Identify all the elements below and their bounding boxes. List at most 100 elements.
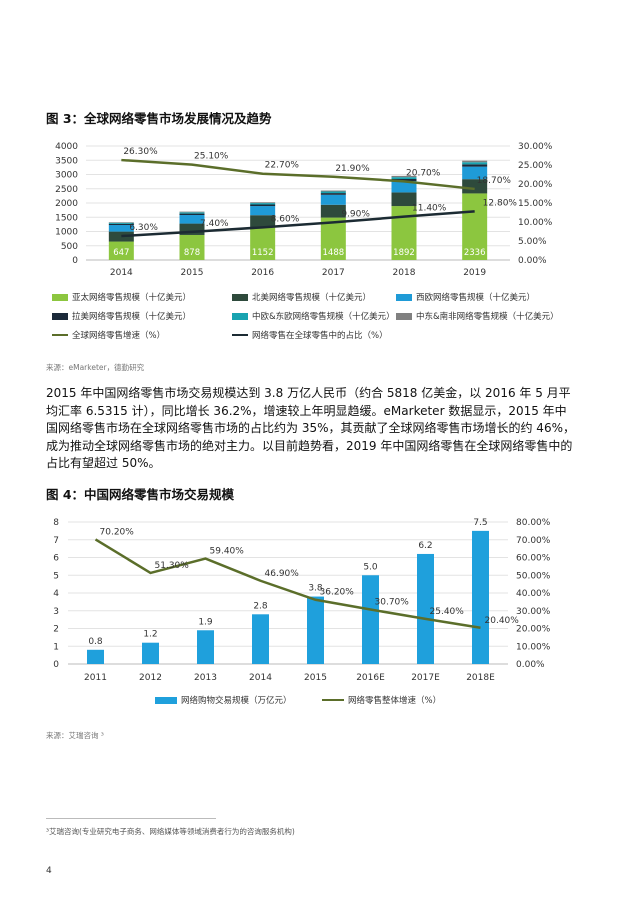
bar-segment: [462, 164, 488, 167]
bar-segment: [250, 202, 276, 204]
x-tick-label: 2015: [304, 673, 327, 683]
fig3-source: 来源：eMarketer，德勤研究: [46, 363, 145, 372]
legend-label: 中东&南非网络零售规模（十亿美元）: [416, 312, 559, 322]
bar-segment: [179, 234, 205, 260]
line-data-label: 11.40%: [412, 204, 447, 214]
bar-segment: [320, 191, 346, 194]
line-data-label: 46.90%: [265, 569, 300, 579]
data-label: 3.8: [308, 584, 323, 594]
bar-segment: [391, 177, 417, 180]
y-tick-label: 1000: [55, 228, 78, 238]
legend-swatch: [52, 312, 68, 320]
y-tick-label: 1500: [55, 213, 78, 223]
y-tick-label: 7: [53, 536, 59, 546]
legend-item-growth4: 网络零售整体增速（%）: [322, 694, 441, 706]
y2-tick-label: 20.00%: [518, 180, 553, 190]
legend-line: [232, 334, 248, 336]
y2-tick-label: 80.00%: [516, 518, 551, 528]
data-label: 1152: [252, 248, 274, 258]
legend-item-volume: 网络购物交易规模（万亿元）: [155, 694, 292, 706]
legend-swatch: [232, 293, 248, 301]
bar-segment: [462, 193, 488, 260]
paragraph-line: 成为推动全球网络零售市场的绝对主力。以目前趋势看，2019 年中国网络零售在全球…: [46, 438, 573, 453]
line-data-label: 20.40%: [485, 616, 520, 626]
bar-segment: [108, 222, 134, 224]
y2-tick-label: 30.00%: [518, 142, 553, 152]
bar-segment: [179, 212, 205, 214]
legend-label: 中欧&东欧网络零售规模（十亿美元）: [252, 312, 395, 322]
paragraph-line: 均汇率 6.5315 计），同比增长 36.2%，增速较上年明显趋缓。eMark…: [46, 403, 567, 418]
bar: [142, 642, 159, 664]
data-label: 0.8: [88, 637, 103, 647]
line-data-label: 7.40%: [200, 219, 229, 229]
y2-tick-label: 50.00%: [516, 571, 551, 581]
bar: [87, 649, 104, 664]
y2-tick-label: 70.00%: [516, 536, 551, 546]
legend-item-na: 北美网络零售规模（十亿美元）: [232, 291, 371, 303]
y2-tick-label: 0.00%: [516, 660, 545, 670]
x-tick-label: 2011: [84, 673, 107, 683]
y-tick-label: 500: [61, 242, 78, 252]
x-tick-label: 2019: [463, 268, 486, 278]
data-label: 1.2: [143, 630, 157, 640]
y2-tick-label: 40.00%: [516, 589, 551, 599]
bar-segment: [250, 204, 276, 207]
line-data-label: 20.70%: [406, 168, 441, 178]
legend-line: [322, 699, 344, 701]
y-tick-label: 0: [72, 256, 78, 266]
bar: [417, 553, 434, 664]
data-label: 1892: [393, 248, 415, 258]
legend-swatch: [155, 696, 177, 704]
y-tick-label: 2000: [55, 199, 78, 209]
bar-segment: [320, 194, 346, 205]
y2-tick-label: 60.00%: [516, 554, 551, 564]
line-series: [94, 538, 481, 630]
fig3-title: 图 3：全球网络零售市场发展情况及趋势: [46, 111, 272, 126]
bar: [197, 630, 214, 664]
data-label: 1488: [323, 248, 345, 258]
bar-segment: [250, 215, 276, 228]
legend-item-la: 拉美网络零售规模（十亿美元）: [52, 310, 191, 322]
paragraph-line: 2015 年中国网络零售市场交易规模达到 3.8 万亿人民币（约合 5818 亿…: [46, 386, 571, 400]
line-data-label: 6.30%: [129, 223, 158, 233]
legend-label: 网络零售整体增速（%）: [348, 696, 442, 706]
data-label: 1.9: [198, 617, 213, 627]
line-data-label: 9.90%: [341, 209, 370, 219]
legend-swatch: [52, 293, 68, 301]
line-data-label: 36.20%: [320, 588, 355, 598]
x-tick-label: 2018E: [466, 673, 495, 683]
footnote-rule: [46, 818, 216, 819]
y2-tick-label: 30.00%: [516, 607, 551, 617]
bar-segment: [462, 162, 488, 165]
line-data-label: 26.30%: [123, 147, 158, 157]
y-tick-label: 8: [53, 518, 59, 528]
body-paragraph: 2015 年中国网络零售市场交易规模达到 3.8 万亿人民币（约合 5818 亿…: [46, 385, 602, 473]
legend-label: 网络购物交易规模（万亿元）: [181, 696, 292, 706]
y2-tick-label: 5.00%: [518, 237, 547, 247]
x-tick-label: 2015: [181, 268, 204, 278]
y2-tick-label: 20.00%: [516, 625, 551, 635]
bar-segment: [391, 175, 417, 178]
line-data-label: 12.80%: [483, 198, 518, 208]
x-tick-label: 2017E: [411, 673, 440, 683]
bar-segment: [108, 231, 134, 242]
legend-label: 网络零售在全球零售中的占比（%）: [252, 331, 388, 341]
bar-segment: [462, 160, 488, 163]
bar-segment: [320, 193, 346, 195]
line-data-label: 21.90%: [335, 164, 370, 174]
bar-segment: [250, 203, 276, 205]
legend-label: 全球网络零售增速（%）: [72, 331, 166, 341]
page-number: 4: [46, 866, 52, 876]
x-tick-label: 2018: [393, 268, 416, 278]
line-series: [121, 210, 475, 238]
y-tick-label: 3000: [55, 171, 78, 181]
y-tick-label: 6: [53, 554, 59, 564]
legend-item-growth: 全球网络零售增速（%）: [52, 329, 165, 341]
legend-swatch: [396, 293, 412, 301]
legend-swatch: [232, 312, 248, 320]
paragraph-line: 国网络零售市场在全球网络零售市场的占比约为 35%，其贡献了全球网络零售市场增长…: [46, 421, 575, 435]
bar: [252, 614, 269, 664]
y2-tick-label: 10.00%: [518, 218, 553, 228]
y2-tick-label: 25.00%: [518, 161, 553, 171]
line-data-label: 51.30%: [155, 561, 190, 571]
